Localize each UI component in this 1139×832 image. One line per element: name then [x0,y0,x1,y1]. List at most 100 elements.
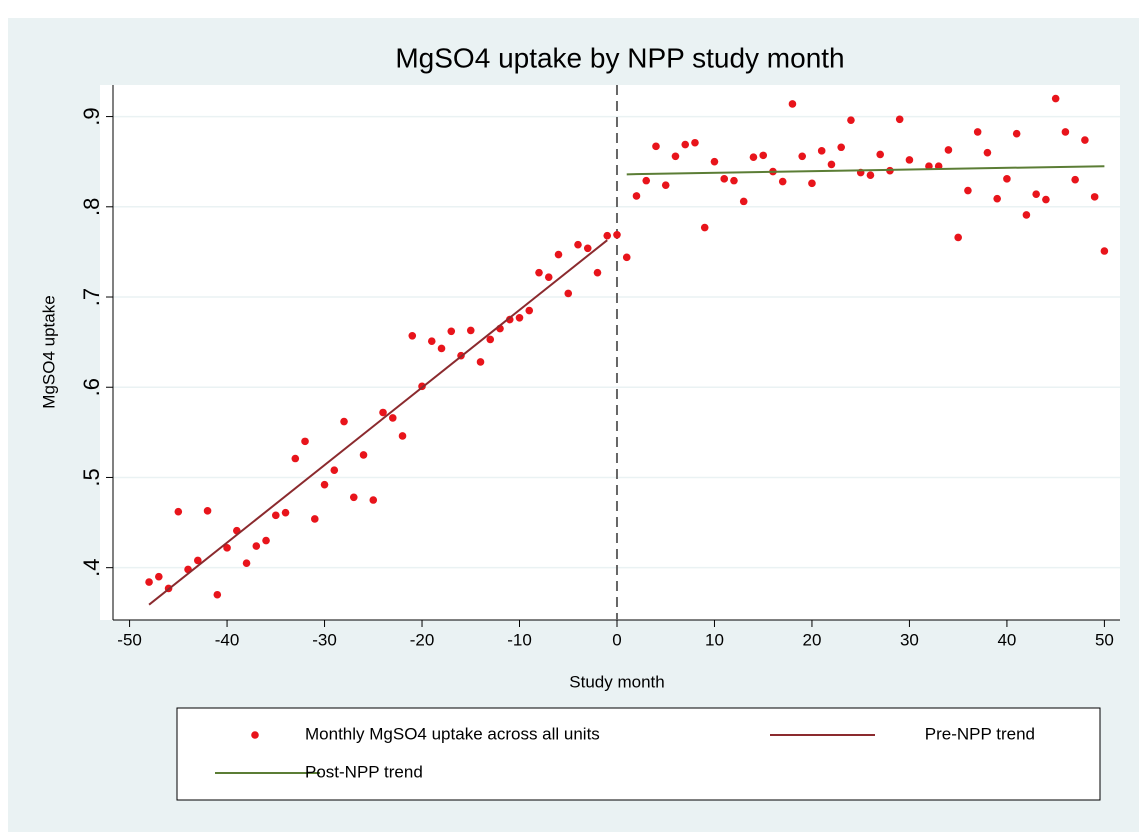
data-point [1100,247,1109,255]
x-tick-label: 0 [612,630,621,649]
data-point [505,315,514,324]
trend-line [148,239,608,606]
data-point [155,572,163,581]
trend-line [626,165,1105,176]
data-point [1081,136,1089,144]
legend-label: Monthly MgSO4 uptake across all units [305,724,600,743]
data-point [281,508,290,517]
data-point [583,244,592,253]
data-point [427,337,436,346]
data-point [349,493,358,502]
data-point [808,179,816,188]
x-tick-label: -30 [312,630,337,649]
data-point [593,268,602,277]
data-point [798,152,807,161]
data-point [603,231,612,240]
data-point [1042,195,1050,204]
data-point [320,480,329,489]
data-point [447,327,456,336]
data-point [564,289,573,298]
data-point [271,511,280,520]
y-tick-label: .8 [79,198,104,216]
data-point [145,578,153,586]
data-point [1012,129,1021,138]
data-point [515,313,524,322]
data-point [359,451,368,459]
data-point [398,432,407,440]
data-point [310,515,319,523]
data-point [301,437,309,446]
data-point [1032,190,1040,198]
x-tick-label: -20 [410,630,435,649]
data-point [388,414,397,422]
y-tick-label: .7 [79,288,104,306]
data-point [905,156,914,164]
data-point [213,590,222,599]
data-point [739,197,748,206]
data-point [661,181,670,189]
data-point [223,544,231,552]
data-point [379,408,387,417]
data-point [437,344,446,353]
legend-swatch [251,731,259,739]
data-point [973,128,982,136]
data-point [720,175,729,183]
data-point [827,160,836,169]
data-point [681,140,690,149]
data-point [544,273,553,281]
y-axis-label: MgSO4 uptake [39,295,58,408]
x-tick-label: 20 [802,630,821,649]
x-tick-label: -50 [117,630,142,649]
data-point [778,177,787,186]
data-point [242,559,251,567]
data-point [525,306,534,315]
data-point [262,536,270,545]
data-point [993,194,1001,203]
x-tick-label: -40 [215,630,240,649]
data-point [369,496,378,504]
y-tick-label: .6 [79,378,104,396]
x-tick-label: 10 [705,630,724,649]
data-point [759,151,768,160]
data-point [895,115,904,124]
data-point [964,186,972,195]
data-point [194,556,202,565]
data-point [925,162,933,170]
data-point [983,148,992,157]
data-point [652,142,660,151]
data-point [671,152,680,161]
data-point [817,147,826,155]
data-point [944,146,953,154]
x-tick-label: 50 [1095,630,1114,649]
data-point [954,233,962,242]
data-point [837,143,845,152]
data-point [340,417,348,426]
data-point [1022,211,1031,219]
data-point [622,253,631,262]
data-point [291,454,300,463]
data-point [1090,193,1099,201]
data-point [554,250,563,259]
data-point [1071,175,1079,184]
chart-title: MgSO4 uptake by NPP study month [395,42,844,73]
data-point [408,332,417,340]
data-point [1061,128,1070,136]
y-tick-label: .4 [79,558,104,576]
data-point [613,230,621,239]
data-point [730,176,738,185]
data-point [466,326,475,335]
data-point [1003,175,1011,183]
data-point [535,268,543,277]
data-point [476,358,485,366]
data-point [876,150,884,159]
data-point [574,240,582,249]
y-tick-label: .9 [79,107,104,125]
legend-label: Post-NPP trend [305,762,423,781]
data-point [252,542,261,550]
data-point [866,171,875,180]
data-point [642,176,651,185]
data-point [710,157,719,166]
data-point [1051,94,1060,103]
x-tick-label: 40 [997,630,1016,649]
